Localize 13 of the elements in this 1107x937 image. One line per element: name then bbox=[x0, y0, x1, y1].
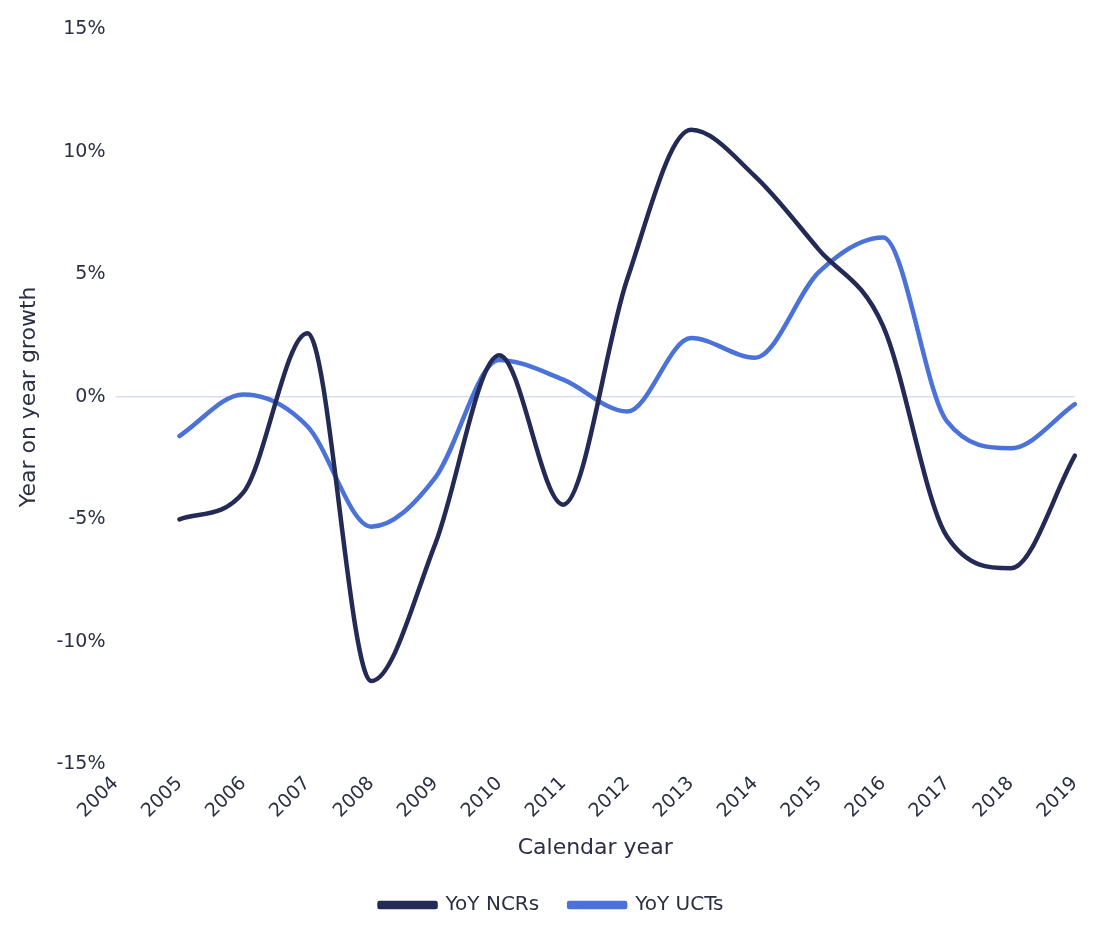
y-tick-label: -10% bbox=[56, 628, 106, 651]
y-tick-label: -15% bbox=[56, 751, 106, 774]
legend-label: YoY NCRs bbox=[444, 891, 540, 916]
x-axis-title: Calendar year bbox=[517, 833, 674, 859]
y-tick-label: 15% bbox=[63, 16, 106, 39]
y-axis-title: Year on year growth bbox=[14, 286, 40, 509]
line-series bbox=[177, 127, 1078, 684]
y-tick-label: 0% bbox=[75, 383, 106, 406]
line-series bbox=[177, 235, 1078, 529]
y-tick-label: -5% bbox=[68, 506, 106, 529]
y-tick-label: 10% bbox=[63, 138, 106, 161]
y-tick-label: 5% bbox=[75, 261, 106, 284]
legend-label: YoY UCTs bbox=[634, 891, 724, 916]
